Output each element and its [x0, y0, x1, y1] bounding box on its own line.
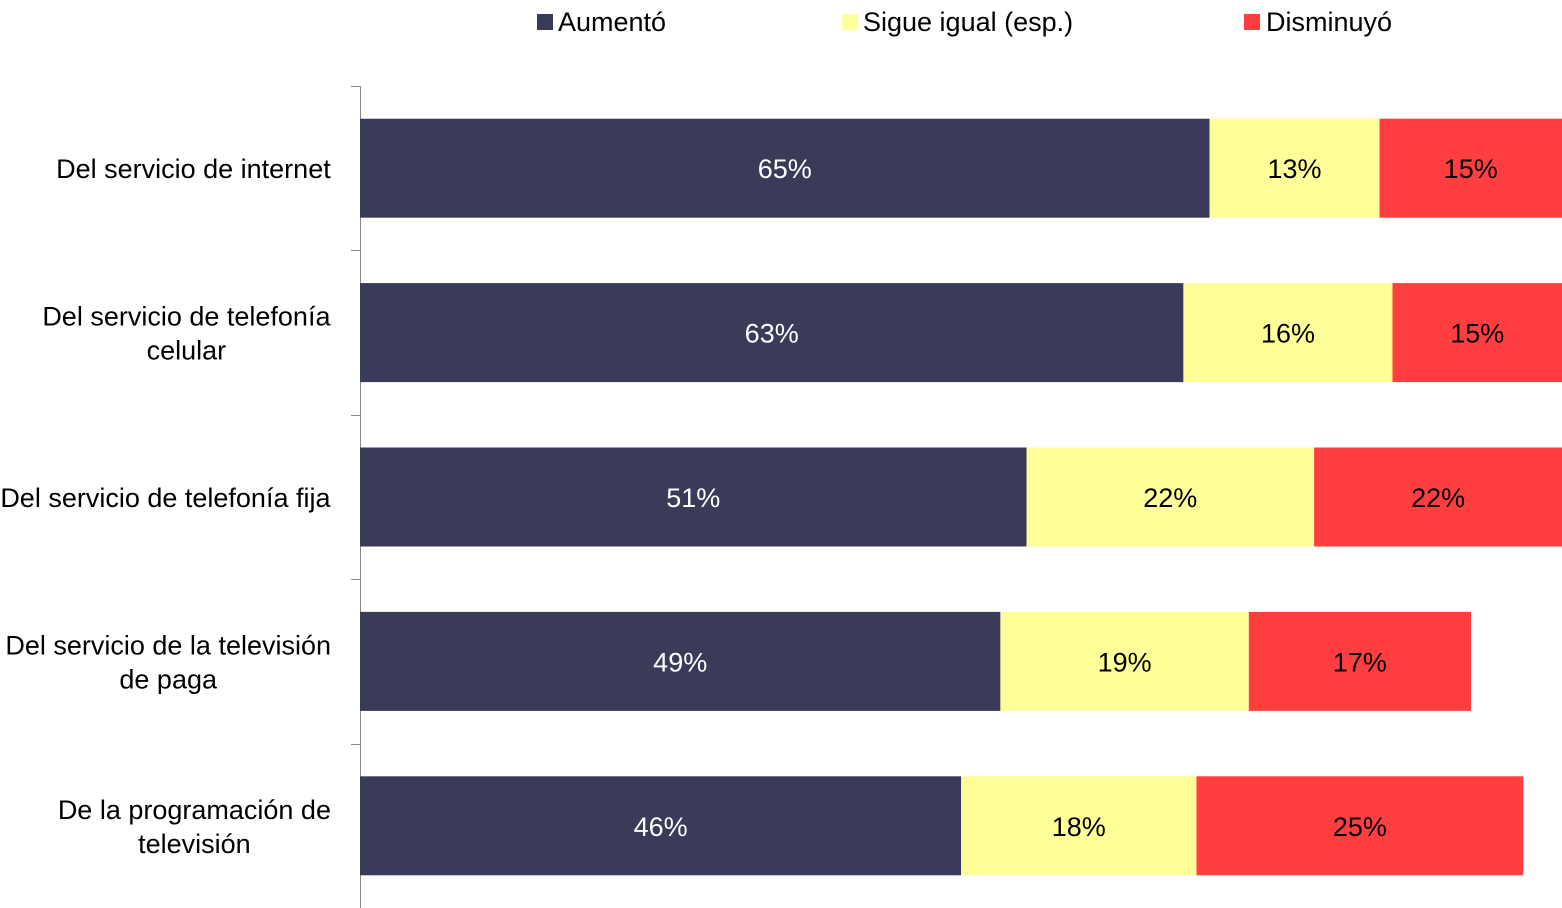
category-label: Del servicio de internet	[56, 154, 331, 184]
data-label: 15%	[1444, 154, 1498, 184]
bar-segment	[360, 776, 962, 876]
data-label: 22%	[1143, 483, 1197, 513]
bar-segment	[961, 776, 1197, 876]
category-label: Del servicio de la televisión de paga	[5, 630, 331, 694]
category-label: Del servicio de telefonía fija	[0, 483, 331, 513]
data-label: 25%	[1333, 812, 1387, 842]
legend-swatch-1	[537, 14, 553, 30]
bar-segment	[1379, 118, 1562, 218]
data-label: 49%	[653, 647, 707, 677]
data-label: 15%	[1450, 319, 1504, 349]
category-label: Del servicio de telefonía celular	[42, 302, 331, 366]
legend: Aumentó Sigue igual (esp.) Disminuyó	[537, 7, 1392, 37]
data-label: 22%	[1411, 483, 1465, 513]
data-label: 16%	[1261, 319, 1315, 349]
legend-label-3: Disminuyó	[1266, 7, 1392, 37]
bar-segment	[360, 611, 1001, 711]
data-label: 51%	[666, 483, 720, 513]
data-label: 46%	[634, 812, 688, 842]
bar-segment	[360, 118, 1210, 218]
data-label: 19%	[1098, 647, 1152, 677]
data-label: 65%	[758, 154, 812, 184]
bar-segment	[1314, 447, 1562, 547]
bar-segment	[360, 283, 1184, 383]
data-label: 18%	[1052, 812, 1106, 842]
legend-swatch-2	[842, 14, 858, 30]
bar-segment	[1392, 283, 1562, 383]
legend-label-1: Aumentó	[558, 7, 666, 37]
data-label: 63%	[745, 319, 799, 349]
bar-segment	[360, 447, 1027, 547]
category-label: De la programación de televisión	[58, 795, 331, 859]
bar-segment	[1248, 611, 1471, 711]
data-label: 17%	[1333, 647, 1387, 677]
bar-segment	[1026, 447, 1315, 547]
bars: 65% 13% 15% 63% 16% 15% 51% 22% 22% 49% 19% 17% 46% 1…	[360, 118, 1562, 876]
category-axis	[351, 86, 361, 908]
bar-segment	[1196, 776, 1524, 876]
bar-segment	[1209, 118, 1380, 218]
legend-label-2: Sigue igual (esp.)	[863, 7, 1073, 37]
legend-swatch-3	[1244, 14, 1260, 30]
category-labels: Del servicio de internet Del servicio de …	[0, 154, 331, 859]
bar-segment	[1183, 283, 1393, 383]
bar-segment	[1000, 611, 1249, 711]
data-label: 13%	[1267, 154, 1321, 184]
